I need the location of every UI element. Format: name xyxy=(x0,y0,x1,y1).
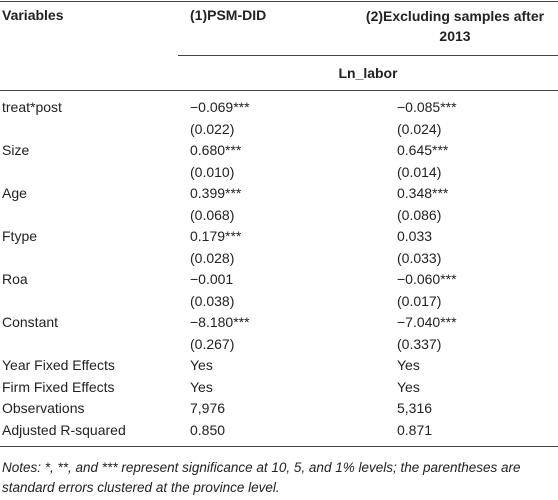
standard-error: (0.010) xyxy=(190,163,235,180)
coefficient: 0.033 xyxy=(397,228,433,244)
coefficient: 0.399*** xyxy=(190,185,242,201)
coefficient: 0.348*** xyxy=(397,185,449,201)
variable-label: Age xyxy=(2,185,27,201)
variable-label: Ftype xyxy=(2,228,38,244)
coefficient: 7,976 xyxy=(190,400,226,416)
coefficient: −0.085*** xyxy=(397,99,457,115)
standard-error: (0.028) xyxy=(190,249,235,266)
standard-error: (0.024) xyxy=(397,120,442,137)
coefficient: −7.040*** xyxy=(397,314,457,330)
standard-error: (0.033) xyxy=(397,249,442,266)
variable-label: treat*post xyxy=(2,99,62,115)
coefficient: Yes xyxy=(397,357,420,373)
coefficient: Yes xyxy=(190,357,213,373)
variable-label: Size xyxy=(2,142,30,158)
variable-label: Firm Fixed Effects xyxy=(2,378,115,395)
header-cell: (2)Excluding samples after 2013 xyxy=(365,8,545,44)
bottom-rule xyxy=(0,446,558,447)
header-rule xyxy=(178,55,558,56)
coefficient: 0.850 xyxy=(190,421,226,438)
standard-error: (0.038) xyxy=(190,292,235,309)
coefficient: 0.179*** xyxy=(190,228,242,244)
subheader: Ln_labor xyxy=(338,65,398,81)
coefficient: 0.871 xyxy=(397,421,433,438)
variable-label: Constant xyxy=(2,314,59,330)
coefficient: −8.180*** xyxy=(190,314,250,330)
coefficient: Yes xyxy=(190,378,213,395)
top-rule xyxy=(0,1,558,2)
header-bottom-rule xyxy=(0,90,558,91)
standard-error: (0.086) xyxy=(397,206,442,223)
coefficient: 0.680*** xyxy=(190,142,242,158)
variable-label: Roa xyxy=(2,271,28,287)
standard-error: (0.022) xyxy=(190,120,235,137)
standard-error: (0.267) xyxy=(190,335,235,352)
standard-error: (0.337) xyxy=(397,335,442,352)
standard-error: (0.014) xyxy=(397,163,442,180)
variable-label: Adjusted R-squared xyxy=(2,421,126,438)
coefficient: −0.060*** xyxy=(397,271,457,287)
variable-label: Year Fixed Effects xyxy=(2,357,115,373)
coefficient: 5,316 xyxy=(397,400,433,416)
standard-error: (0.017) xyxy=(397,292,442,309)
coefficient: Yes xyxy=(397,378,420,395)
coefficient: 0.645*** xyxy=(397,142,449,158)
coefficient: −0.001 xyxy=(190,271,234,287)
variable-label: Observations xyxy=(2,400,85,416)
coefficient: −0.069*** xyxy=(190,99,250,115)
header-cell: (1)PSM-DID xyxy=(190,7,267,23)
standard-error: (0.068) xyxy=(190,206,235,223)
notes: Notes: *, **, and *** represent signific… xyxy=(2,460,521,495)
header-cell: Variables xyxy=(2,7,64,23)
